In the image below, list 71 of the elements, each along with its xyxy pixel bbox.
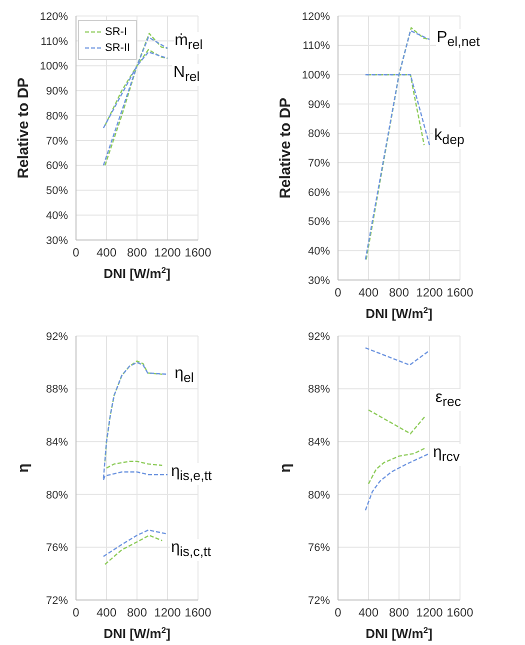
annotation: η$_{is,e,tt}$: [170, 462, 213, 485]
y-tick-label: 80%: [308, 128, 330, 140]
y-tick-label: 76%: [308, 542, 330, 554]
x-tick-label: 0: [72, 606, 80, 620]
x-axis-title: DNI [W/m$^{2}$]: [366, 305, 432, 321]
x-tick-label: 0: [72, 246, 80, 260]
annotation: k$_{dep}$: [433, 126, 466, 150]
y-tick-label: 76%: [46, 542, 68, 554]
legend-label: SR-II: [105, 41, 130, 56]
x-tick-label: 400: [358, 286, 379, 300]
x-tick-label: 1600: [446, 286, 474, 300]
annotation: P$_{el,net}$: [436, 29, 481, 52]
x-tick-label: 800: [126, 606, 148, 620]
annotation: η$_{is,c,tt}$: [170, 539, 212, 562]
y-tick-label: 92%: [308, 330, 330, 343]
y-tick-label: 110%: [302, 40, 330, 52]
y-axis-title: η: [276, 463, 294, 473]
y-axis-title: Relative to DP: [14, 78, 32, 178]
y-tick-label: 120%: [40, 10, 68, 23]
y-tick-label: 84%: [46, 436, 68, 449]
y-tick-label: 40%: [308, 246, 330, 258]
annotation: ε$_{rec}$: [434, 388, 462, 411]
y-tick-label: 30%: [46, 234, 68, 247]
legend-label: SR-I: [105, 25, 127, 40]
x-tick-label: 0: [334, 606, 342, 620]
x-tick-label: 800: [388, 606, 410, 620]
y-tick-label: 100%: [302, 70, 330, 82]
y-tick-label: 50%: [46, 185, 68, 198]
y-tick-label: 92%: [46, 330, 68, 343]
x-tick-label: 800: [126, 246, 148, 260]
x-axis-title: DNI [W/m$^{2}$]: [104, 625, 170, 641]
y-axis-title: Relative to DP: [276, 98, 294, 198]
y-tick-label: 84%: [308, 436, 330, 449]
y-tick-label: 72%: [46, 594, 68, 607]
x-tick-label: 1600: [446, 606, 474, 620]
y-tick-label: 70%: [308, 158, 330, 170]
x-tick-label: 1600: [184, 606, 212, 620]
y-tick-label: 40%: [46, 210, 68, 222]
x-axis-title: DNI [W/m$^{2}$]: [104, 265, 170, 281]
y-tick-label: 88%: [308, 384, 330, 396]
x-tick-label: 800: [388, 286, 410, 300]
x-tick-label: 1200: [154, 246, 182, 260]
x-tick-label: 1600: [184, 246, 212, 260]
x-tick-label: 1200: [154, 606, 182, 620]
y-tick-label: 88%: [46, 384, 68, 396]
x-tick-label: 400: [96, 246, 117, 260]
annotation: N$_{rel}$: [172, 64, 201, 86]
y-tick-label: 72%: [308, 594, 330, 607]
annotation: η$_{rcv}$: [432, 444, 461, 466]
annotation: η$_{el}$: [174, 365, 195, 388]
y-axis-title: η: [14, 463, 32, 473]
x-axis-title: DNI [W/m$^{2}$]: [366, 625, 432, 641]
y-tick-label: 80%: [308, 489, 330, 502]
x-tick-label: 400: [358, 606, 379, 620]
y-tick-label: 80%: [46, 489, 68, 502]
x-tick-label: 1200: [416, 286, 444, 300]
y-tick-label: 100%: [40, 60, 68, 73]
y-tick-label: 70%: [46, 135, 68, 148]
y-tick-label: 30%: [308, 274, 330, 287]
y-tick-label: 60%: [308, 186, 330, 199]
x-tick-label: 1200: [416, 606, 444, 620]
y-tick-label: 80%: [46, 110, 68, 122]
x-tick-label: 400: [96, 606, 117, 620]
y-tick-label: 110%: [40, 36, 68, 48]
y-tick-label: 90%: [308, 98, 330, 111]
annotation: ṁ$_{rel}$: [174, 32, 204, 54]
y-tick-label: 120%: [302, 10, 330, 23]
y-tick-label: 60%: [46, 160, 68, 172]
y-tick-label: 90%: [46, 86, 68, 98]
x-tick-label: 0: [334, 286, 342, 300]
y-tick-label: 50%: [308, 216, 330, 228]
